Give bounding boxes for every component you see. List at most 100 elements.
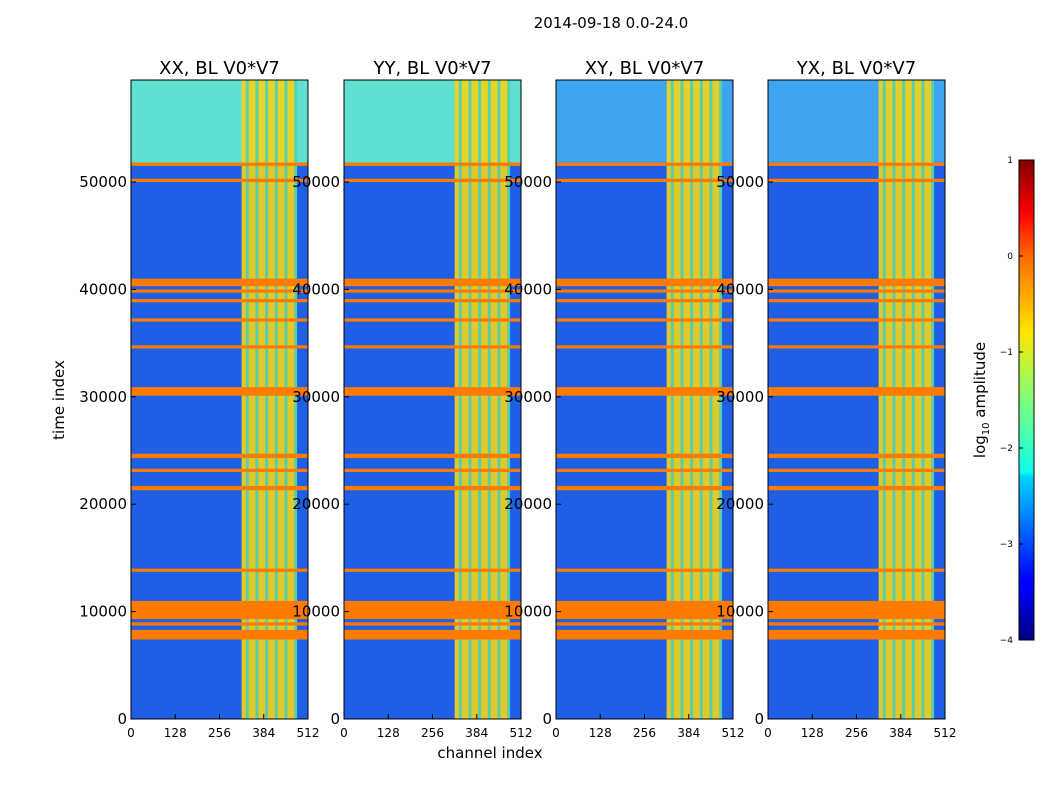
flagged-band: [344, 289, 521, 293]
x-tick-label: 384: [252, 726, 275, 740]
flagged-band: [344, 622, 521, 626]
flagged-band: [768, 345, 945, 349]
y-tick-label: 30000: [504, 388, 552, 406]
x-tick-label: 512: [934, 726, 957, 740]
x-tick-label: 0: [127, 726, 135, 740]
flagged-band: [131, 299, 308, 303]
flagged-band: [131, 629, 308, 640]
flagged-band: [556, 485, 733, 491]
channel-stripe: [892, 80, 896, 719]
colorbar-tick-label: 0: [1007, 252, 1013, 262]
x-tick-label: 256: [421, 726, 444, 740]
y-tick-label: 50000: [504, 173, 552, 191]
flagged-band: [344, 568, 521, 572]
flagged-band: [344, 278, 521, 287]
flagged-band: [556, 345, 733, 349]
channel-stripe: [921, 80, 925, 719]
channel-stripe: [911, 80, 915, 719]
flagged-band: [768, 485, 945, 491]
flagged-band: [344, 178, 521, 183]
channel-stripe: [284, 80, 288, 719]
flagged-band: [344, 485, 521, 491]
flagged-band: [556, 629, 733, 640]
y-tick-label: 40000: [716, 280, 764, 298]
x-tick-label: 512: [722, 726, 745, 740]
flagged-band: [768, 387, 945, 396]
panel-4: YX, BL V0*V7 0 128 256 384 512 0 10000 20000 3000…: [716, 58, 956, 740]
flagged-band: [556, 299, 733, 303]
channel-stripe: [274, 80, 278, 719]
channel-stripe: [294, 80, 298, 719]
y-tick-label: 30000: [79, 388, 127, 406]
channel-stripe: [265, 80, 269, 719]
x-tick-label: 0: [552, 726, 560, 740]
channel-stripe: [670, 80, 674, 719]
flagged-band: [768, 600, 945, 620]
flagged-band: [131, 345, 308, 349]
flagged-band: [131, 178, 308, 183]
channel-stripe: [690, 80, 694, 719]
flagged-band: [344, 162, 521, 166]
flagged-band: [556, 622, 733, 626]
x-tick-label: 128: [801, 726, 824, 740]
channel-stripe: [478, 80, 482, 719]
x-tick-label: 256: [208, 726, 231, 740]
channel-stripe: [255, 80, 259, 719]
flagged-band: [768, 622, 945, 626]
flagged-band: [556, 453, 733, 459]
flagged-band: [768, 162, 945, 166]
flagged-band: [768, 629, 945, 640]
flagged-band: [344, 629, 521, 640]
y-tick-label: 50000: [79, 173, 127, 191]
x-tick-label: 128: [164, 726, 187, 740]
channel-stripe: [882, 80, 886, 719]
flagged-band: [344, 453, 521, 459]
figure-title: 2014-09-18 0.0-24.0: [534, 14, 689, 32]
flagged-band: [556, 387, 733, 396]
colorbar-tick-label: −3: [1000, 540, 1013, 550]
flagged-band: [556, 568, 733, 572]
flagged-band: [768, 299, 945, 303]
flagged-band: [768, 278, 945, 287]
flagged-band: [768, 318, 945, 322]
panel-title: YX, BL V0*V7: [796, 58, 916, 79]
flagged-band: [556, 178, 733, 183]
channel-stripe: [487, 80, 491, 719]
flagged-band: [768, 468, 945, 472]
flagged-band: [131, 278, 308, 287]
panel-3: XY, BL V0*V7 0 128 256 384 512 0 10000 20000 3000…: [504, 58, 744, 740]
y-tick-label: 0: [754, 710, 764, 728]
x-axis-label: channel index: [437, 744, 542, 762]
y-tick-label: 40000: [79, 280, 127, 298]
x-tick-label: 0: [340, 726, 348, 740]
colorbar-tick-label: −2: [1000, 444, 1013, 454]
channel-stripe: [902, 80, 906, 719]
y-tick-label: 40000: [504, 280, 552, 298]
x-tick-label: 512: [297, 726, 320, 740]
panel-title: YY, BL V0*V7: [372, 58, 491, 79]
flagged-band: [344, 299, 521, 303]
flagged-band: [344, 600, 521, 620]
y-axis-label: time index: [50, 360, 68, 440]
y-tick-label: 30000: [716, 388, 764, 406]
channel-stripe: [468, 80, 472, 719]
channel-stripe: [497, 80, 501, 719]
flagged-band: [556, 318, 733, 322]
panel-1: XX, BL V0*V7 0 128 256 384 512 0 10000 20000 3000…: [79, 58, 319, 740]
y-tick-label: 10000: [504, 603, 552, 621]
panel-2: YY, BL V0*V7 0 128 256 384 512 0 10000 20000 3000…: [292, 58, 532, 740]
x-tick-label: 384: [677, 726, 700, 740]
flagged-band: [344, 387, 521, 396]
flagged-band: [131, 318, 308, 322]
y-tick-label: 20000: [716, 495, 764, 513]
flagged-band: [131, 568, 308, 572]
flagged-band: [131, 289, 308, 293]
colorbar: 1 0 −1 −2 −3 −4 log10 amplitude: [971, 156, 1035, 646]
flagged-band: [768, 178, 945, 183]
flagged-band: [768, 568, 945, 572]
flagged-band: [344, 345, 521, 349]
x-tick-label: 512: [510, 726, 533, 740]
channel-stripe: [507, 80, 511, 719]
flagged-band: [131, 600, 308, 620]
